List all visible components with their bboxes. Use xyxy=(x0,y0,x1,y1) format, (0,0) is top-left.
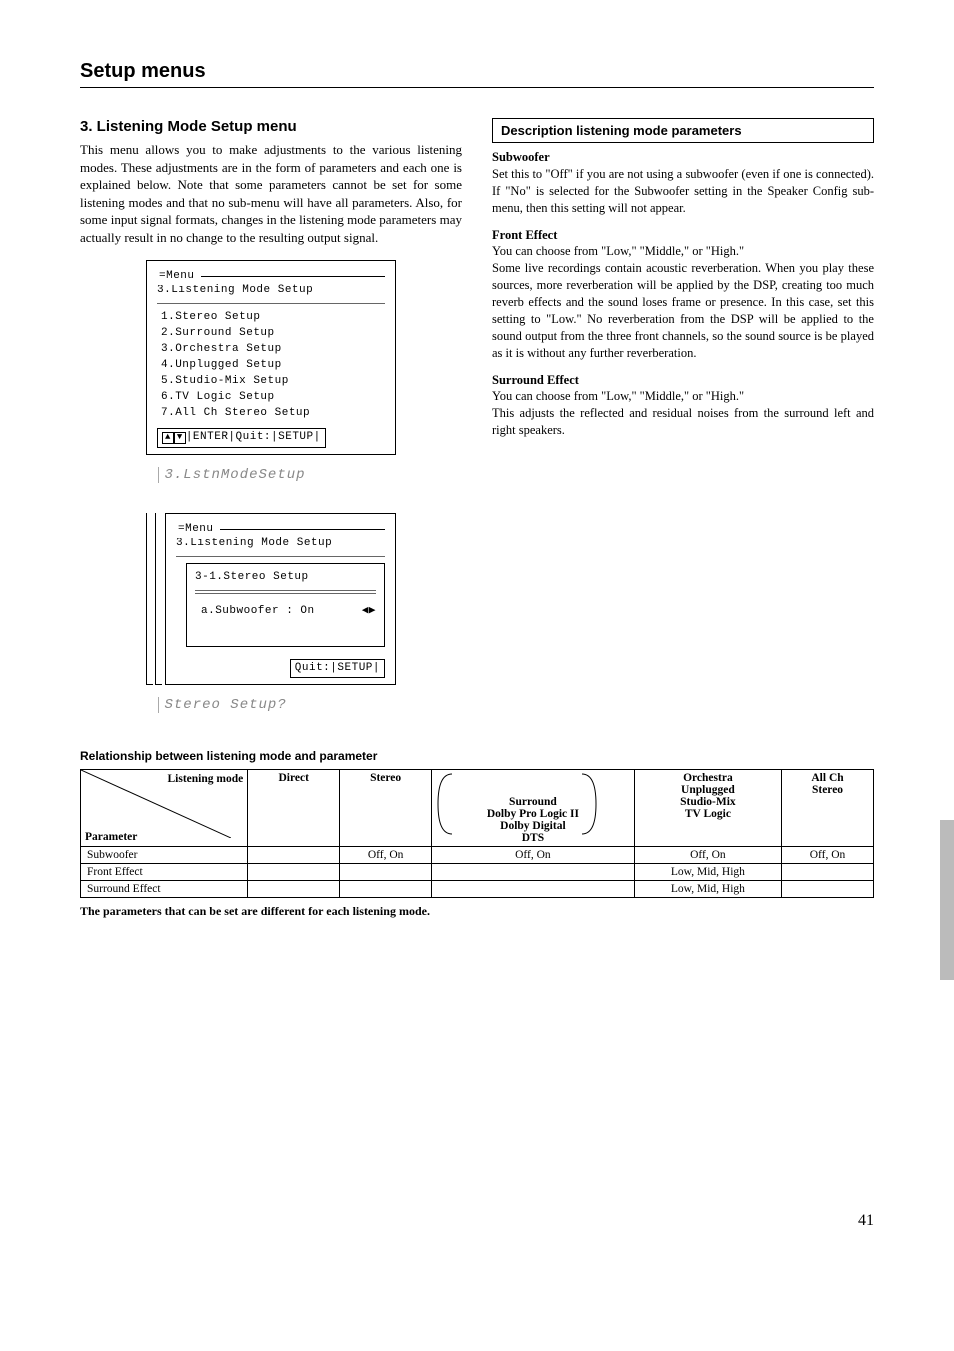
cell: Off, On xyxy=(432,847,635,864)
table-col-header: All Ch Stereo xyxy=(782,770,874,847)
param-surround-effect: Surround Effect You can choose from "Low… xyxy=(492,372,874,440)
osd-menu-label: =Menu xyxy=(157,269,197,285)
osd-item: 4.Unplugged Setup xyxy=(161,358,385,374)
table-row: Front Effect Low, Mid, High xyxy=(81,864,874,881)
cell xyxy=(340,881,432,898)
cell: Off, On xyxy=(340,847,432,864)
page-title: Setup menus xyxy=(80,60,874,88)
cell xyxy=(432,881,635,898)
param-name: Surround Effect xyxy=(492,372,874,389)
osd-value-line: a.Subwoofer : On ◀▶ xyxy=(195,604,376,620)
param-name: Subwoofer xyxy=(492,149,874,166)
lcd-readout-1: 3.LstnModeSetup xyxy=(158,467,385,483)
left-column: 3. Listening Mode Setup menu This menu a… xyxy=(80,118,462,743)
cell: Low, Mid, High xyxy=(634,881,781,898)
osd-title: 3.Listening Mode Setup xyxy=(176,536,385,557)
param-text: You can choose from "Low," "Middle," or … xyxy=(492,389,874,437)
cell xyxy=(248,881,340,898)
row-name: Surround Effect xyxy=(81,881,248,898)
table-listening-mode-label: Listening mode xyxy=(168,773,244,785)
param-text: Set this to "Off" if you are not using a… xyxy=(492,167,874,215)
osd-quit: Quit:|SETUP| xyxy=(290,659,385,679)
relationship-note: The parameters that can be set are diffe… xyxy=(80,904,874,919)
cell: Low, Mid, High xyxy=(634,864,781,881)
osd-item-list: 1.Stereo Setup 2.Surround Setup 3.Orches… xyxy=(157,310,385,422)
cell xyxy=(782,864,874,881)
row-name: Front Effect xyxy=(81,864,248,881)
table-col-header: Orchestra Unplugged Studio-Mix TV Logic xyxy=(634,770,781,847)
osd-title: 3.Listening Mode Setup xyxy=(157,283,385,304)
side-tab-marker xyxy=(940,820,954,980)
relationship-heading: Relationship between listening mode and … xyxy=(80,749,874,763)
cell xyxy=(340,864,432,881)
lcd-readout-2: Stereo Setup? xyxy=(158,697,385,713)
param-name: Front Effect xyxy=(492,227,874,244)
osd-footer: ▲▼|ENTER|Quit:|SETUP| xyxy=(157,428,326,448)
param-text: You can choose from "Low," "Middle," or … xyxy=(492,244,874,359)
table-col-header: Stereo xyxy=(340,770,432,847)
row-name: Subwoofer xyxy=(81,847,248,864)
intro-paragraph: This menu allows you to make adjustments… xyxy=(80,141,462,246)
down-arrow-icon: ▼ xyxy=(174,432,186,444)
section-heading: 3. Listening Mode Setup menu xyxy=(80,118,462,135)
osd-item: 6.TV Logic Setup xyxy=(161,390,385,406)
cell xyxy=(248,864,340,881)
table-row: Subwoofer Off, On Off, On Off, On Off, O… xyxy=(81,847,874,864)
osd-item: 7.All Ch Stereo Setup xyxy=(161,406,385,422)
cell xyxy=(782,881,874,898)
table-parameter-label: Parameter xyxy=(85,831,137,843)
osd-item: 5.Studio-Mix Setup xyxy=(161,374,385,390)
table-col-header: Direct xyxy=(248,770,340,847)
description-box-title: Description listening mode parameters xyxy=(492,118,874,143)
cell: Off, On xyxy=(782,847,874,864)
cell: Off, On xyxy=(634,847,781,864)
osd-footer-text: |ENTER|Quit:|SETUP| xyxy=(186,431,321,443)
right-column: Description listening mode parameters Su… xyxy=(492,118,874,743)
osd-sub-title: 3-1.Stereo Setup xyxy=(195,570,376,586)
osd-item: 2.Surround Setup xyxy=(161,326,385,342)
osd-item: 3.Orchestra Setup xyxy=(161,342,385,358)
page-number: 41 xyxy=(858,1212,874,1230)
osd-menu-2: =Menu 3.Listening Mode Setup 3-1.Stereo … xyxy=(146,513,396,686)
osd-item: 1.Stereo Setup xyxy=(161,310,385,326)
left-right-arrow-icon: ◀▶ xyxy=(362,604,376,620)
table-col-header: Surround Dolby Pro Logic II Dolby Digita… xyxy=(432,770,635,847)
param-subwoofer: Subwoofer Set this to "Off" if you are n… xyxy=(492,149,874,217)
osd-menu-label: =Menu xyxy=(176,522,216,538)
relationship-table: Listening mode Parameter Direct Stereo S… xyxy=(80,769,874,898)
up-arrow-icon: ▲ xyxy=(162,432,174,444)
cell xyxy=(248,847,340,864)
param-front-effect: Front Effect You can choose from "Low," … xyxy=(492,227,874,362)
cell xyxy=(432,864,635,881)
table-row: Surround Effect Low, Mid, High xyxy=(81,881,874,898)
table-header-diagonal: Listening mode Parameter xyxy=(81,770,248,847)
osd-menu-1: =Menu 3.Listening Mode Setup 1.Stereo Se… xyxy=(146,260,396,454)
